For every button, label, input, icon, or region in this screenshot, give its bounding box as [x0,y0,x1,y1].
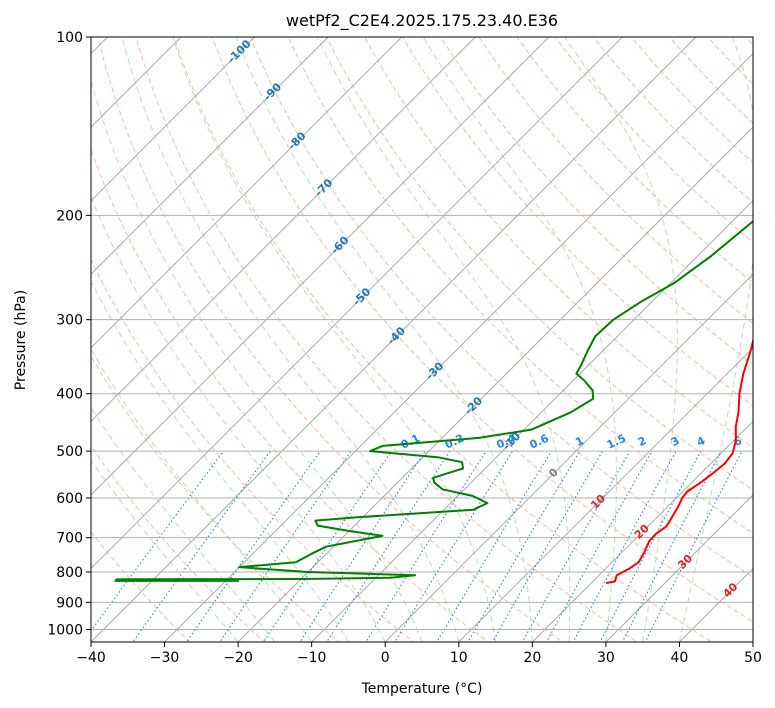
x-axis-ticks: −40 −30 −20 −10 0 10 20 30 40 50 [76,642,762,666]
x-tick-label: 0 [381,650,390,666]
isotherm-line [384,273,753,642]
moist-adiabat-line [91,406,276,642]
dry-adiabat-line [91,258,415,642]
skewed-isotherms [91,37,753,642]
moist-adiabat-line [423,37,617,642]
dry-adiabat-line [97,37,564,642]
isotherm-line [91,37,550,496]
isotherm-line [531,420,753,642]
moist-adiabat-line [91,279,349,642]
dry-adiabat-line [91,445,265,642]
dry-adiabat-line [478,37,753,324]
isotherm-line [310,199,753,642]
y-tick-label: 1000 [47,622,83,638]
x-tick-label: −20 [223,650,253,666]
x-tick-label: 20 [523,650,541,666]
dry-adiabat-line [249,37,753,578]
y-tick-label: 300 [56,313,83,329]
dry-adiabat-line [91,355,340,642]
y-tick-label: 900 [56,595,83,611]
plot-area: -100-90-80-70-60-50-40-30-20-10010203040… [91,37,753,642]
dewpoint-line [114,220,753,582]
x-tick-label: −10 [297,650,327,666]
isotherm-line [237,126,753,642]
dry-adiabat-line [364,37,753,449]
x-tick-label: −40 [76,650,106,666]
y-tick-label: 700 [56,531,83,547]
x-tick-label: 30 [597,650,615,666]
isotherm-line [91,37,403,349]
moist-adiabat-line [91,79,423,642]
x-tick-label: 40 [671,650,689,666]
y-tick-label: 200 [56,208,83,224]
y-tick-label: 100 [56,30,83,46]
x-tick-label: 50 [744,650,762,666]
dry-adiabat-line [211,37,753,623]
y-axis-label: Pressure (hPa) [13,290,29,390]
isotherm-line [91,37,256,202]
isotherm-line [605,494,753,642]
x-tick-label: 10 [450,650,468,666]
dry-adiabat-line [402,37,753,407]
moist-adiabat-line [172,37,497,642]
dry-adiabats [91,37,753,642]
isotherm-line [91,37,329,275]
x-tick-label: −30 [150,650,180,666]
y-tick-label: 500 [56,444,83,460]
dry-adiabat-line [135,37,639,642]
dry-adiabat-line [91,531,191,642]
y-tick-label: 600 [56,491,83,507]
isotherm-line [91,37,624,570]
moist-adiabat-line [316,37,571,642]
plot-frame [90,36,754,643]
moist-adiabat-line [121,37,460,642]
pressure-gridlines [91,37,753,630]
y-tick-label: 800 [56,565,83,581]
moist-adiabat-line [678,37,753,642]
moist-adiabat-line [564,37,678,642]
x-axis-label: Temperature (°C) [361,681,483,697]
isotherm-line [91,37,697,642]
y-tick-label: 400 [56,387,83,403]
dry-adiabat-line [287,37,753,534]
sounding-series [114,220,753,585]
y-axis-ticks: 1000 900 800 700 600 500 400 300 200 100 [47,30,91,638]
isotherm-line [91,37,477,423]
moist-adiabat-line [91,459,239,642]
moist-adiabat-line [91,195,386,642]
isotherm-line [163,52,753,642]
chart-title: wetPf2_C2E4.2025.175.23.40.E36 [286,11,558,31]
isotherm-line [458,347,753,642]
temperature-line [605,337,753,585]
